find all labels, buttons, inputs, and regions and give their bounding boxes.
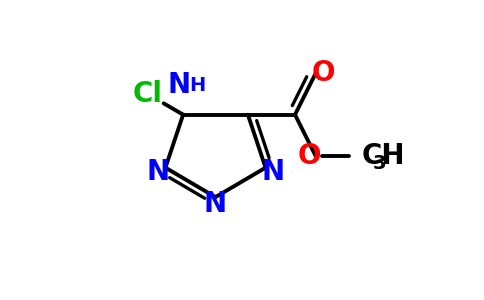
Text: O: O — [298, 142, 321, 170]
Text: N: N — [167, 71, 191, 99]
Text: CH: CH — [361, 142, 405, 170]
Text: N: N — [147, 158, 170, 186]
Text: N: N — [204, 190, 227, 218]
Text: 3: 3 — [373, 154, 387, 173]
Text: O: O — [311, 59, 335, 87]
Text: Cl: Cl — [133, 80, 163, 108]
Text: N: N — [261, 158, 285, 186]
Text: H: H — [190, 76, 206, 95]
